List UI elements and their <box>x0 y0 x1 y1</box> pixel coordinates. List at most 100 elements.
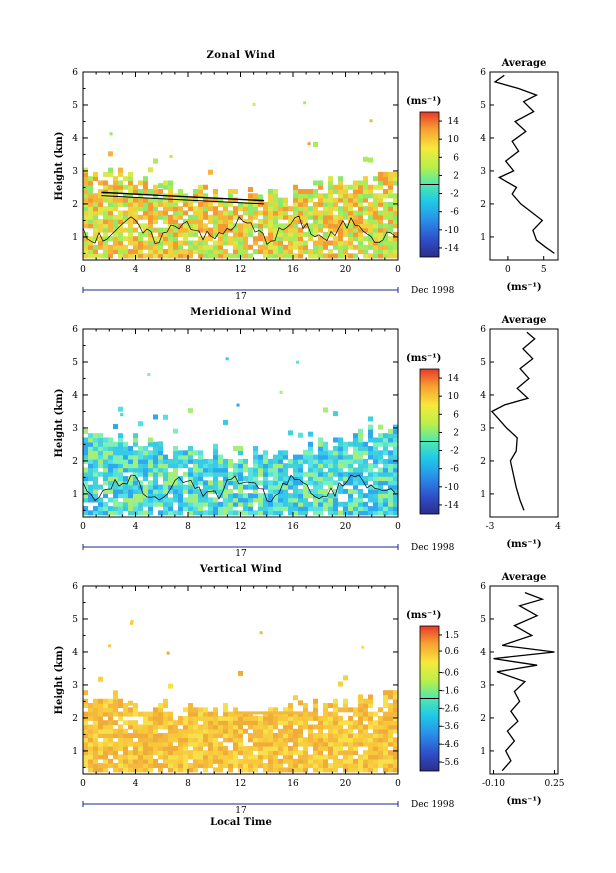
heatmap-cell <box>138 767 143 773</box>
heatmap-cell <box>233 510 238 516</box>
heatmap-cell <box>83 428 88 434</box>
average-y-tick-label: 2 <box>480 200 486 210</box>
heatmap-cell <box>338 745 343 751</box>
heatmap-cell <box>173 484 178 490</box>
heatmap-cell <box>338 467 343 473</box>
heatmap-cell <box>243 728 248 734</box>
heatmap-cell <box>153 741 158 747</box>
heatmap-cell <box>333 715 338 721</box>
heatmap-cell <box>278 214 283 220</box>
heatmap-cell <box>338 253 343 259</box>
heatmap-cell <box>153 501 158 507</box>
heatmap-cell <box>158 231 163 237</box>
heatmap-cell <box>88 458 93 464</box>
heatmap-cell <box>308 236 313 242</box>
heatmap-cell <box>203 737 208 743</box>
heatmap-cell <box>258 497 263 503</box>
heatmap-cell <box>193 463 198 469</box>
heatmap-cell <box>393 176 398 182</box>
heatmap-cell <box>363 737 368 743</box>
colorbar-tick-label: 10 <box>448 392 460 402</box>
heatmap-cell <box>183 219 188 225</box>
heatmap-cell <box>228 219 233 225</box>
heatmap-cell <box>173 214 178 220</box>
heatmap-cell <box>273 197 278 203</box>
heatmap-cell <box>333 214 338 220</box>
heatmap-cell <box>128 711 133 717</box>
heatmap-cell <box>238 244 243 250</box>
heatmap-cell <box>393 450 398 456</box>
heatmap-cell <box>323 223 328 229</box>
heatmap-cell <box>113 471 118 477</box>
heatmap-cell <box>93 176 98 182</box>
heatmap-cell <box>243 206 248 212</box>
heatmap-cell <box>303 720 308 726</box>
heatmap-cell <box>98 189 103 195</box>
heatmap-cell <box>103 180 108 186</box>
heatmap-cell <box>318 767 323 773</box>
heatmap-cell <box>208 724 213 730</box>
heatmap-cell <box>108 201 113 207</box>
heatmap-cell <box>238 450 243 456</box>
heatmap-cell <box>178 767 183 773</box>
heatmap-cell <box>343 758 348 764</box>
heatmap-cell <box>323 446 328 452</box>
heatmap-cell <box>388 171 393 177</box>
heatmap-cell <box>323 501 328 507</box>
heatmap-cell <box>178 510 183 516</box>
heatmap-cell <box>108 467 113 473</box>
heatmap-cell <box>278 480 283 486</box>
heatmap-cell <box>298 728 303 734</box>
heatmap-cell <box>273 715 278 721</box>
heatmap-cell <box>228 497 233 503</box>
heatmap-cell <box>103 253 108 259</box>
heatmap-cell <box>378 249 383 255</box>
heatmap-cell <box>213 767 218 773</box>
heatmap-cell <box>358 720 363 726</box>
heatmap-cell <box>368 227 373 233</box>
heatmap-cell <box>143 728 148 734</box>
heatmap-cell <box>283 244 288 250</box>
heatmap-cell <box>163 711 168 717</box>
heatmap-cell <box>293 454 298 460</box>
heatmap-cell <box>158 249 163 255</box>
heatmap-cell <box>363 210 368 216</box>
heatmap-cell <box>333 737 338 743</box>
heatmap-cell <box>288 240 293 246</box>
heatmap-cell <box>108 703 113 709</box>
heatmap-cell <box>178 227 183 233</box>
heatmap-cell <box>213 197 218 203</box>
heatmap-cell <box>393 463 398 469</box>
heatmap-cell <box>103 763 108 769</box>
heatmap-cell <box>198 249 203 255</box>
heatmap-cell <box>98 497 103 503</box>
heatmap-cell <box>373 214 378 220</box>
x-tick-label: 0 <box>80 265 86 275</box>
heatmap-cell <box>118 698 123 704</box>
heatmap-cell <box>358 488 363 494</box>
heatmap-cell <box>188 227 193 233</box>
heatmap-cell <box>343 193 348 199</box>
heatmap-cell <box>143 240 148 246</box>
heatmap-cell <box>173 724 178 730</box>
heatmap-cell <box>348 715 353 721</box>
heatmap-cell <box>153 737 158 743</box>
heatmap-cell <box>233 480 238 486</box>
heatmap-cell <box>103 240 108 246</box>
heatmap-cell <box>153 463 158 469</box>
heatmap-cell <box>188 206 193 212</box>
heatmap-cell <box>188 715 193 721</box>
heatmap-cell <box>353 193 358 199</box>
heatmap-cell <box>338 441 343 447</box>
heatmap-cell <box>353 707 358 713</box>
heatmap-cell <box>93 454 98 460</box>
heatmap-cell <box>178 488 183 494</box>
heatmap-cell <box>153 493 158 499</box>
heatmap-cell <box>278 510 283 516</box>
heatmap-cell <box>203 480 208 486</box>
heatmap-cell <box>143 476 148 482</box>
heatmap-cell <box>188 767 193 773</box>
heatmap-cell <box>373 446 378 452</box>
heatmap-cell <box>308 249 313 255</box>
heatmap-cell <box>259 631 263 635</box>
